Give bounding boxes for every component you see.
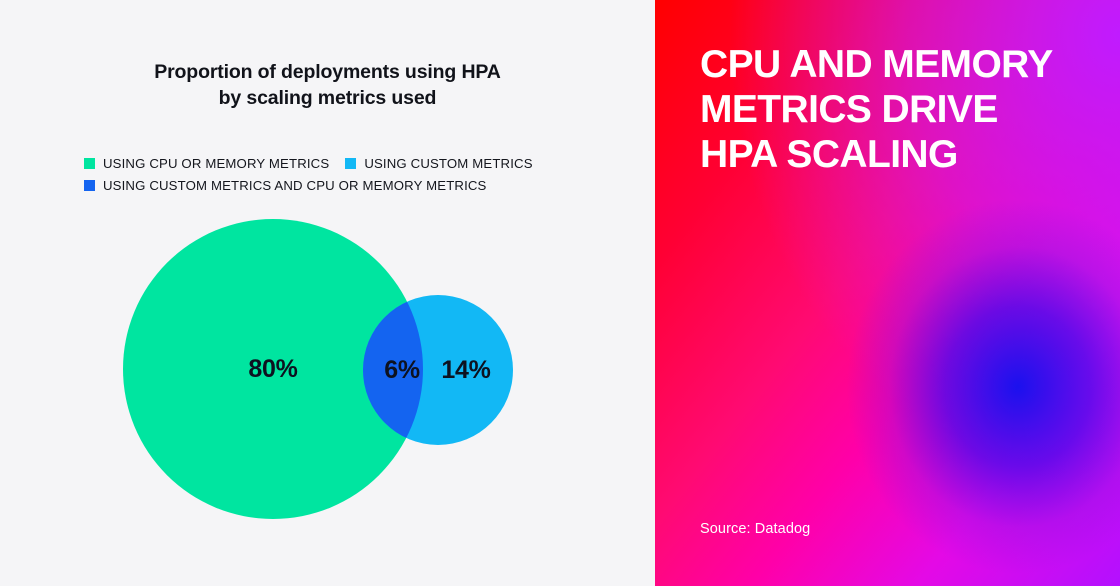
chart-title-line-1: Proportion of deployments using HPA [154,61,501,83]
legend-swatch-cpu-memory-icon [84,158,95,169]
page-title: Proportion of deployments using HPA by s… [0,60,655,111]
legend-label-custom: USING CUSTOM METRICS [364,156,533,171]
chart-legend: USING CPU OR MEMORY METRICS USING CUSTOM… [84,156,604,193]
headline-line-2: METRICS DRIVE [700,88,998,132]
headline-line-3: HPA SCALING [700,133,958,177]
headline: CPU AND MEMORY METRICS DRIVE HPA SCALING [700,42,1094,178]
venn-label-cpu-memory: 80% [248,355,297,383]
source-attribution: Source: Datadog [700,521,811,537]
legend-label-both: USING CUSTOM METRICS AND CPU OR MEMORY M… [103,178,487,193]
headline-line-1: CPU AND MEMORY [700,43,1053,86]
headline-panel: CPU AND MEMORY METRICS DRIVE HPA SCALING… [655,0,1120,586]
legend-item-custom: USING CUSTOM METRICS [345,156,533,171]
venn-svg: 80% 6% 14% [123,219,513,519]
chart-panel: Proportion of deployments using HPA by s… [0,60,655,519]
legend-row-1: USING CPU OR MEMORY METRICS USING CUSTOM… [84,156,604,171]
venn-label-intersection: 6% [384,356,420,384]
legend-swatch-both-icon [84,180,95,191]
legend-swatch-custom-icon [345,158,357,169]
chart-title-line-2: by scaling metrics used [218,86,437,109]
venn-label-custom: 14% [441,356,490,384]
legend-item-both: USING CUSTOM METRICS AND CPU OR MEMORY M… [84,178,487,193]
legend-label-cpu-memory: USING CPU OR MEMORY METRICS [103,156,330,171]
venn-intersection-lens [363,295,423,445]
venn-circle-cpu-memory [123,219,423,519]
legend-row-2: USING CUSTOM METRICS AND CPU OR MEMORY M… [84,178,604,193]
legend-item-cpu-memory: USING CPU OR MEMORY METRICS [84,156,329,171]
venn-diagram: 80% 6% 14% [123,219,513,519]
